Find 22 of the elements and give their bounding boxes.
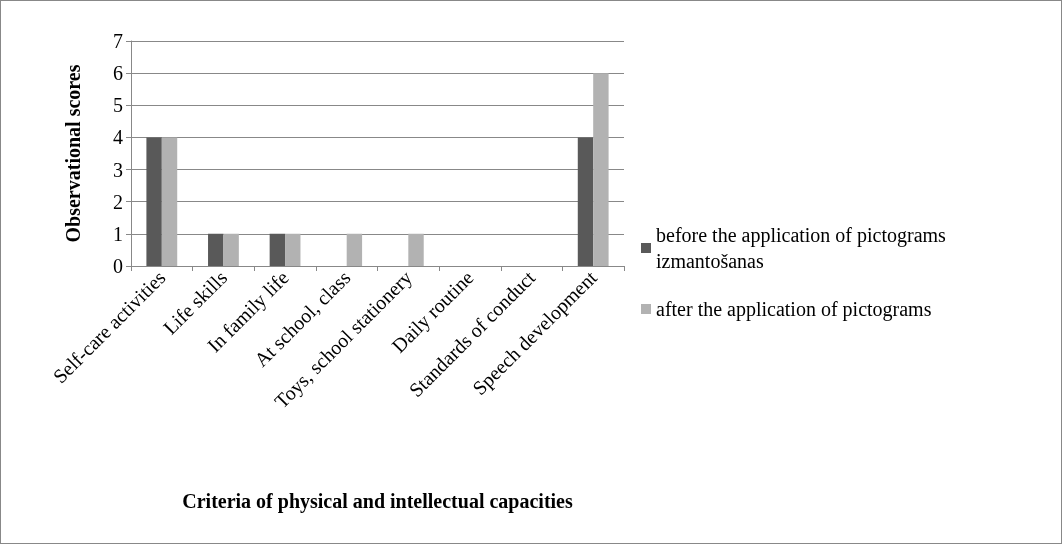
bar <box>161 137 178 266</box>
bar <box>577 137 594 266</box>
bar <box>346 233 363 266</box>
y-axis-title: Observational scores <box>62 64 84 243</box>
bar <box>208 233 224 266</box>
y-tick-label: 5 <box>113 94 123 117</box>
y-tick-label: 2 <box>113 190 123 213</box>
y-tick-label: 6 <box>113 62 123 85</box>
bar <box>223 233 239 266</box>
y-tick-label: 0 <box>113 255 123 277</box>
y-tick-label: 1 <box>113 222 123 245</box>
bar <box>146 137 162 266</box>
bar <box>593 73 609 266</box>
bar <box>285 233 301 266</box>
y-tick-label: 7 <box>113 30 123 52</box>
y-tick-label: 4 <box>113 126 123 149</box>
legend-label: after the application of pictograms <box>656 298 932 321</box>
y-tick-label: 3 <box>113 158 123 181</box>
bar <box>408 233 424 266</box>
x-axis-title: Criteria of physical and intellectual capacities <box>182 490 573 513</box>
legend-label: before the application of pictograms izmantošanas <box>656 224 951 272</box>
bar <box>269 233 286 266</box>
